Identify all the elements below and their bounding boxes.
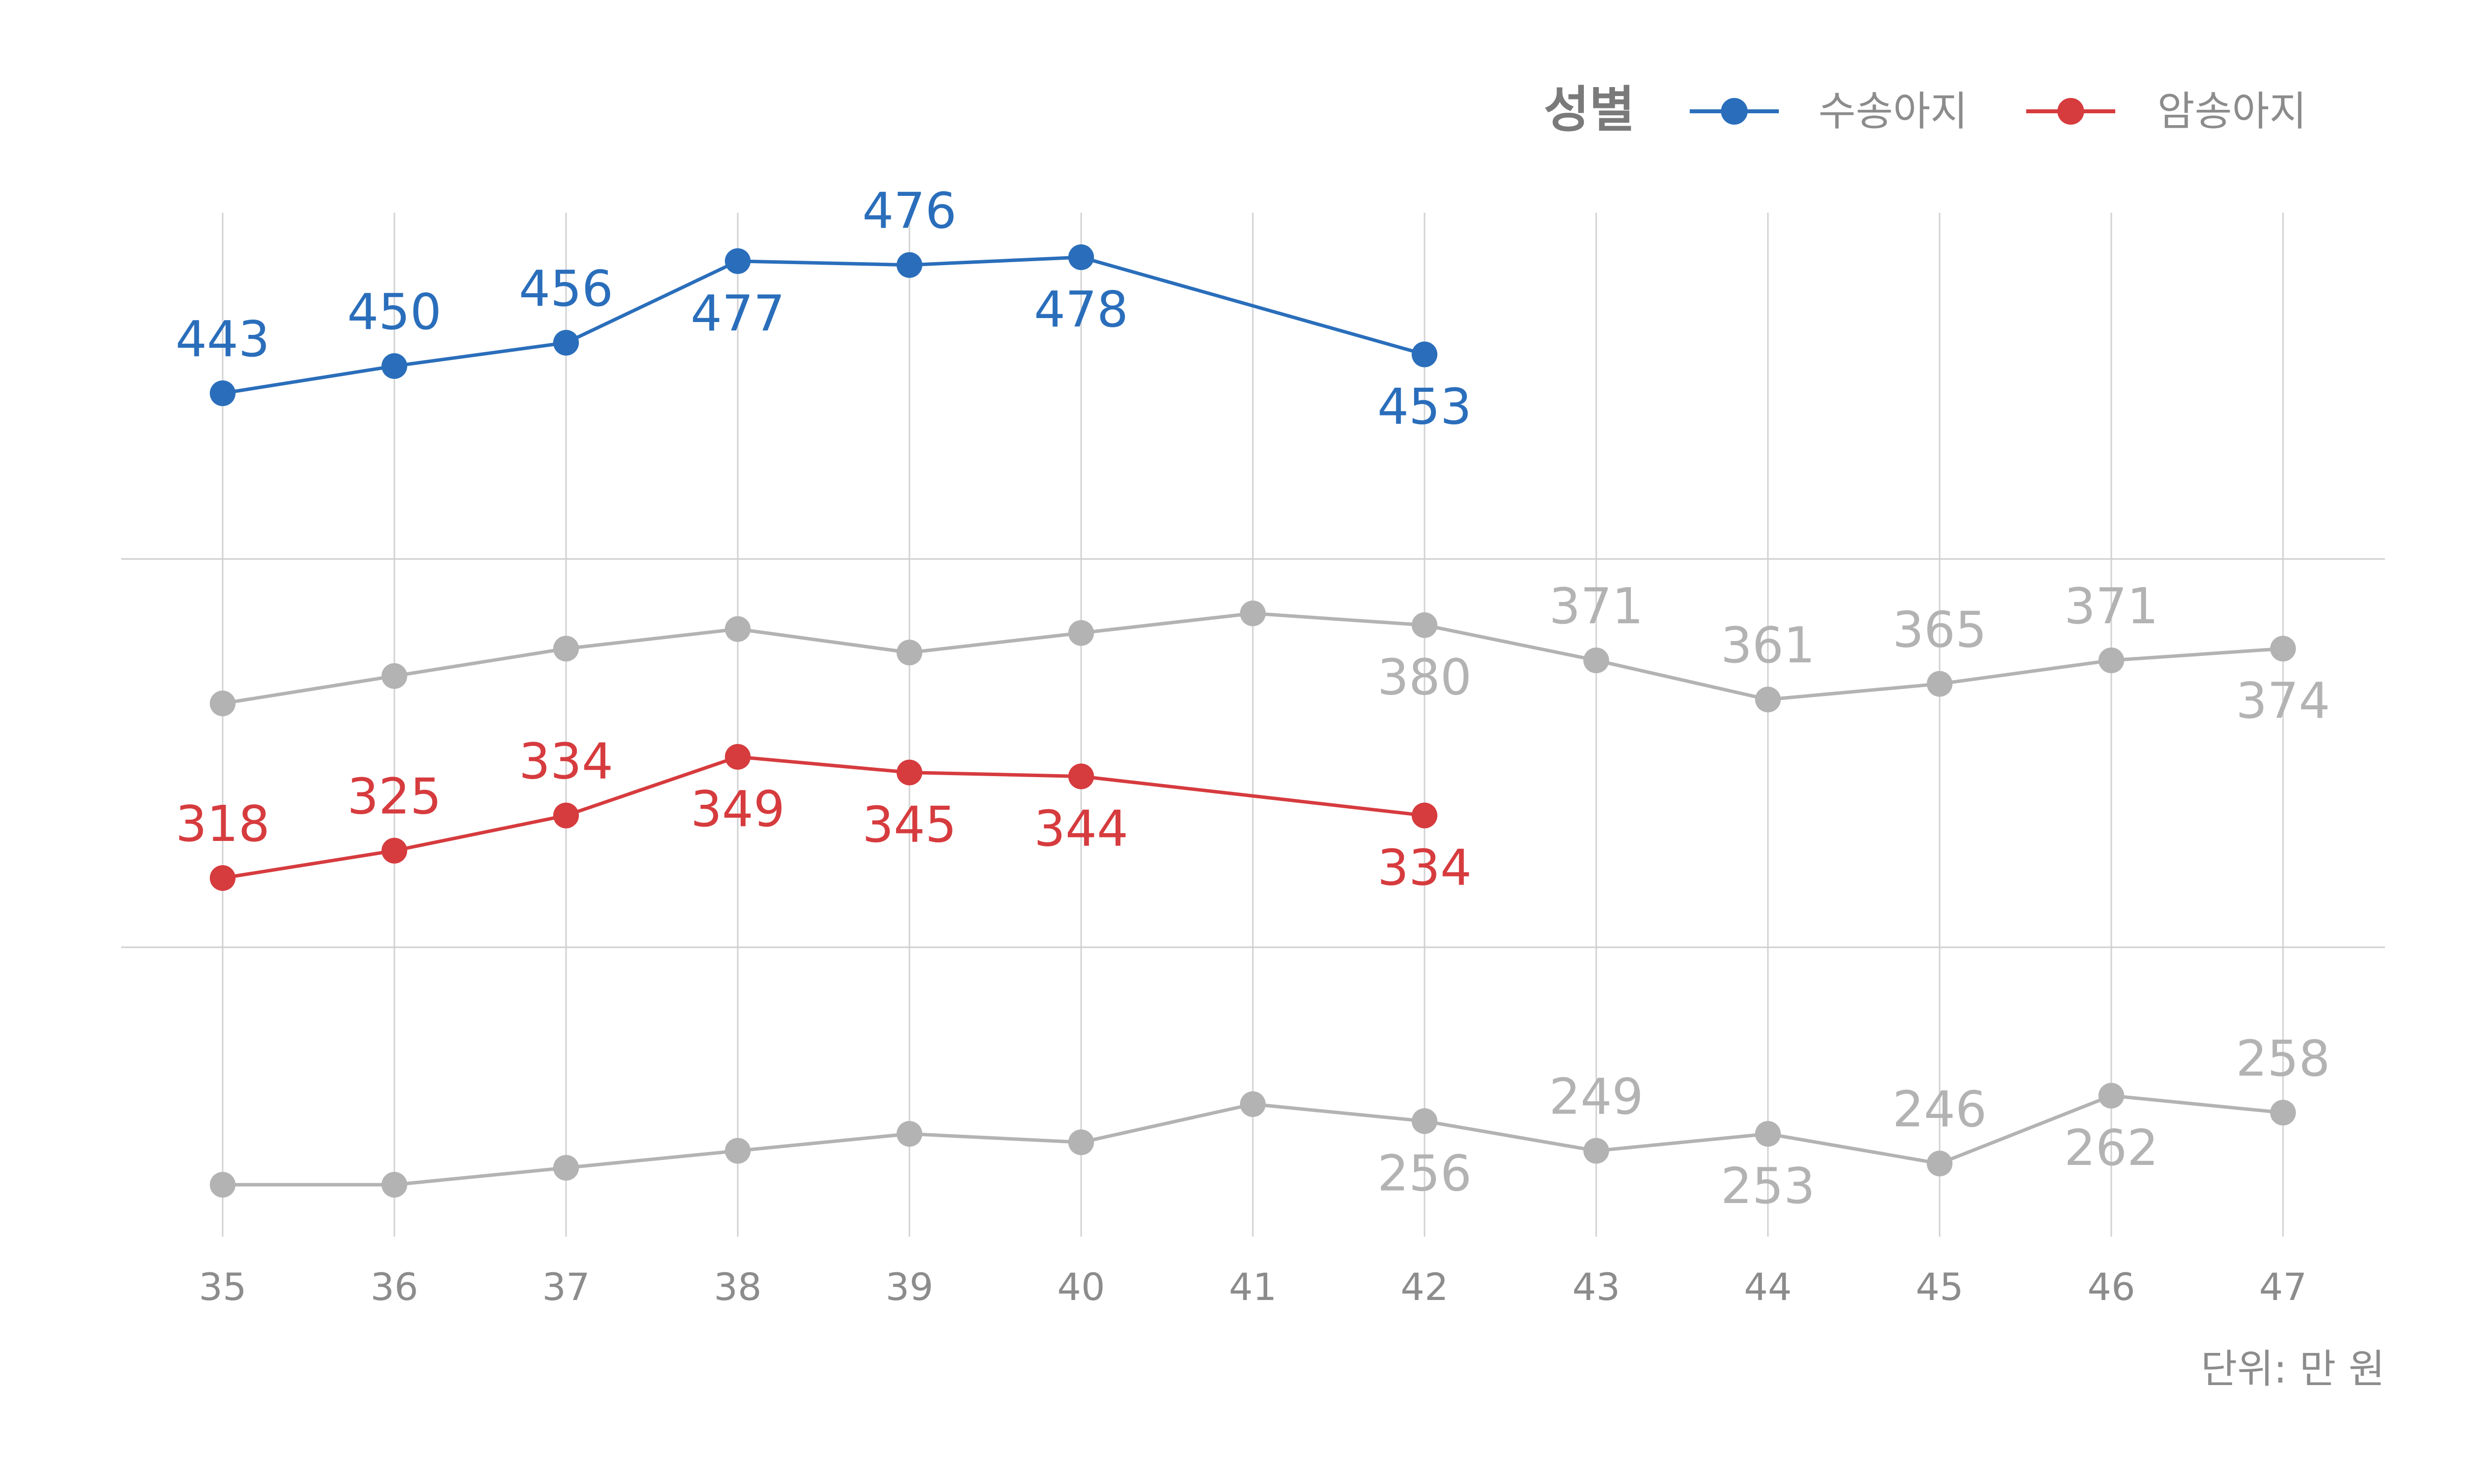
data-point bbox=[1927, 671, 1952, 697]
data-point bbox=[1240, 1091, 1266, 1117]
x-tick-label: 46 bbox=[2088, 1265, 2136, 1309]
x-tick-label: 37 bbox=[542, 1265, 590, 1309]
data-point bbox=[2270, 1100, 2296, 1126]
unit-note: 단위: 만 원 bbox=[2201, 1346, 2385, 1392]
data-point bbox=[1583, 1138, 1609, 1164]
x-axis-ticks: 35 36 37 38 39 40 41 42 43 44 45 46 47 bbox=[199, 1265, 2307, 1309]
data-point bbox=[1412, 802, 1437, 829]
data-point bbox=[897, 1121, 922, 1147]
x-tick-label: 47 bbox=[2259, 1265, 2307, 1309]
data-point bbox=[381, 353, 407, 379]
data-point bbox=[553, 636, 579, 662]
data-point bbox=[1068, 620, 1094, 646]
grid bbox=[121, 213, 2385, 1237]
data-point bbox=[725, 744, 751, 770]
data-label: 249 bbox=[1549, 1067, 1644, 1125]
legend: 성별 수송아지 암송아지 bbox=[1544, 81, 2307, 139]
data-label: 477 bbox=[691, 284, 785, 342]
data-point bbox=[1412, 1108, 1437, 1134]
data-point bbox=[1068, 1129, 1094, 1156]
data-label: 476 bbox=[862, 182, 957, 240]
data-point bbox=[897, 759, 922, 786]
data-point bbox=[1583, 647, 1609, 673]
data-label: 318 bbox=[176, 795, 270, 853]
data-point bbox=[725, 616, 751, 642]
data-point bbox=[2270, 636, 2296, 662]
data-point bbox=[381, 663, 407, 689]
data-point bbox=[725, 1138, 751, 1164]
x-tick-label: 35 bbox=[199, 1265, 247, 1309]
x-tick-label: 43 bbox=[1572, 1265, 1620, 1309]
data-point bbox=[1927, 1151, 1952, 1177]
legend-marker-female bbox=[2057, 98, 2084, 125]
data-point bbox=[210, 1172, 236, 1198]
data-point bbox=[1755, 687, 1781, 713]
data-label: 246 bbox=[1893, 1080, 1987, 1138]
data-label: 334 bbox=[519, 733, 614, 790]
data-point bbox=[1240, 601, 1266, 626]
legend-item-male: 수송아지 bbox=[1690, 88, 1968, 135]
data-point bbox=[725, 248, 751, 274]
data-point bbox=[210, 691, 236, 716]
data-label: 443 bbox=[176, 310, 270, 368]
legend-item-female: 암송아지 bbox=[2026, 88, 2307, 135]
data-label: 456 bbox=[519, 260, 614, 318]
series-points bbox=[210, 244, 2296, 1198]
x-tick-label: 36 bbox=[371, 1265, 419, 1309]
data-label: 371 bbox=[1549, 577, 1644, 635]
data-labels: 443 450 456 477 476 478 453 380 371 361 365 371 374 3… bbox=[176, 182, 2331, 1215]
data-point bbox=[1412, 612, 1437, 638]
data-point bbox=[1068, 763, 1094, 789]
data-label: 374 bbox=[2236, 672, 2331, 730]
data-label: 325 bbox=[347, 768, 442, 826]
x-tick-label: 44 bbox=[1744, 1265, 1792, 1309]
data-point bbox=[381, 837, 407, 864]
data-point bbox=[553, 802, 579, 829]
legend-label-male: 수송아지 bbox=[1818, 88, 1968, 135]
data-point bbox=[553, 329, 579, 356]
data-point bbox=[1068, 244, 1094, 270]
data-label: 371 bbox=[2064, 577, 2159, 635]
data-label: 334 bbox=[1378, 839, 1472, 897]
data-label: 349 bbox=[691, 780, 785, 838]
data-point bbox=[2098, 1083, 2124, 1109]
x-tick-label: 38 bbox=[714, 1265, 762, 1309]
data-label: 345 bbox=[862, 796, 957, 854]
data-point bbox=[553, 1155, 579, 1181]
data-label: 453 bbox=[1378, 377, 1472, 435]
data-label: 262 bbox=[2064, 1119, 2159, 1177]
data-point bbox=[1412, 341, 1437, 368]
legend-marker-male bbox=[1721, 98, 1748, 125]
data-label: 365 bbox=[1893, 601, 1987, 658]
data-label: 380 bbox=[1378, 649, 1472, 706]
x-tick-label: 40 bbox=[1057, 1265, 1105, 1309]
data-point bbox=[210, 380, 236, 406]
data-label: 344 bbox=[1034, 800, 1129, 858]
data-label: 361 bbox=[1721, 616, 1815, 674]
x-tick-label: 45 bbox=[1916, 1265, 1964, 1309]
x-tick-label: 42 bbox=[1401, 1265, 1449, 1309]
data-point bbox=[1755, 1121, 1781, 1147]
x-tick-label: 39 bbox=[886, 1265, 934, 1309]
data-label: 450 bbox=[347, 283, 442, 341]
data-label: 478 bbox=[1034, 280, 1129, 338]
data-point bbox=[381, 1172, 407, 1198]
data-point bbox=[897, 252, 922, 278]
data-label: 256 bbox=[1378, 1144, 1472, 1202]
data-point bbox=[2098, 647, 2124, 673]
data-label: 253 bbox=[1721, 1157, 1815, 1215]
legend-label-female: 암송아지 bbox=[2157, 88, 2307, 135]
data-point bbox=[210, 865, 236, 891]
data-point bbox=[897, 640, 922, 666]
legend-title: 성별 bbox=[1544, 81, 1635, 139]
x-tick-label: 41 bbox=[1229, 1265, 1277, 1309]
data-label: 258 bbox=[2236, 1029, 2331, 1087]
